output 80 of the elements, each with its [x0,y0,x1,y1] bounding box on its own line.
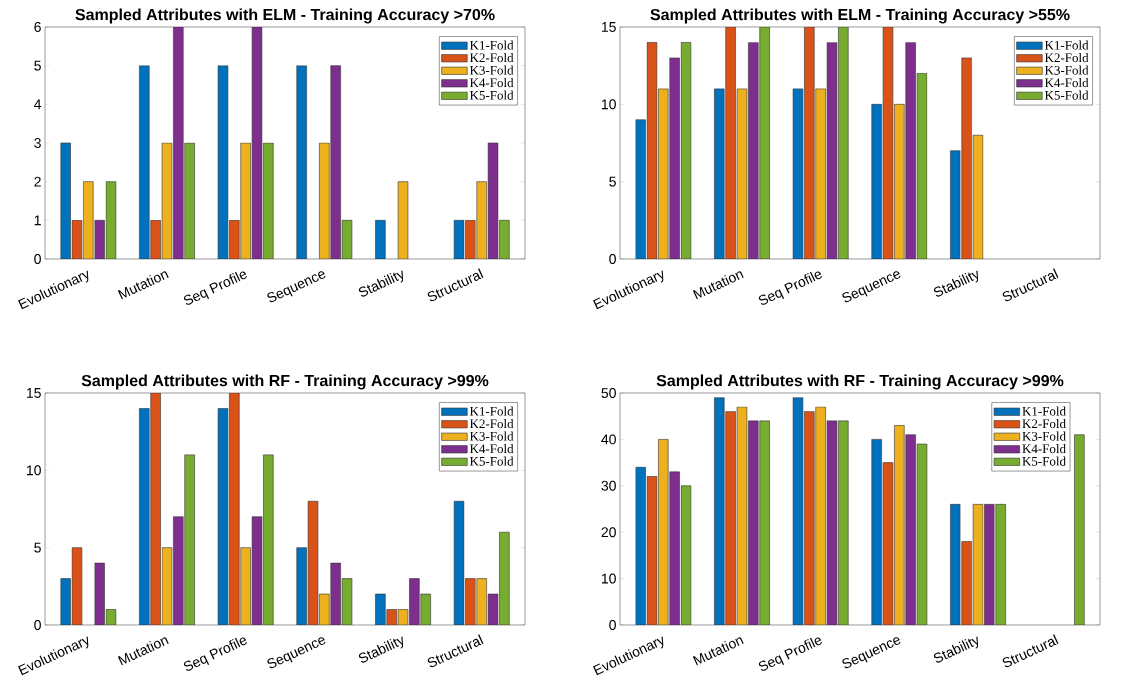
bar [725,26,736,259]
y-tick-label: 15 [601,22,616,32]
bar [1074,434,1085,625]
x-tick-label: Seq Profile [758,637,822,671]
bar [905,434,916,625]
legend-label: K5-Fold [469,90,514,100]
legend-label: K2-Fold [1044,53,1089,63]
legend-label: K4-Fold [1044,78,1089,88]
y-tick-label: 4 [34,99,42,110]
legend-label: K5-Fold [1022,456,1066,466]
bar [375,220,386,259]
y-tick-label: 1 [34,215,41,226]
legend-label: K3-Fold [469,431,514,441]
bar [296,65,307,259]
bar [263,454,274,625]
legend-label: K4-Fold [469,78,514,88]
bar [961,541,972,625]
bar [950,504,961,625]
legend-label: K2-Fold [469,53,514,63]
y-tick-label: 0 [609,254,616,264]
bar [669,471,680,625]
legend-label: K1-Fold [469,406,514,416]
y-tick-label: 20 [601,527,616,538]
bar [635,466,646,625]
bar [714,397,725,625]
bar [984,504,995,625]
y-tick-label: 0 [34,620,41,630]
y-tick-label: 3 [34,138,41,148]
bar [838,420,849,625]
x-tick-label: Seq Profile [758,271,822,305]
y-tick-label: 50 [601,388,616,398]
legend-label: K1-Fold [1044,40,1089,50]
bar [240,547,251,625]
bar [725,411,736,625]
y-tick-label: 6 [34,22,41,32]
bar [995,504,1006,625]
y-tick-label: 10 [601,573,616,584]
legend-label: K3-Fold [1022,431,1066,441]
bar [83,181,94,259]
legend-label: K5-Fold [469,456,514,466]
bar [669,57,680,259]
chart-title: Sampled Attributes with RF - Training Accuracy >99% [656,374,1064,390]
chart-title: Sampled Attributes with ELM - Training Accuracy >70% [75,8,495,24]
chart-title: Sampled Attributes with ELM - Training Accuracy >55% [650,8,1070,24]
legend-label: K2-Fold [469,418,514,429]
bar [319,142,330,259]
y-tick-label: 30 [601,480,616,491]
legend-label: K4-Fold [1022,444,1066,454]
bar [184,454,195,625]
bar [476,181,487,259]
legend-label: K5-Fold [1044,90,1089,100]
bar [961,57,972,259]
bar [804,26,815,259]
y-tick-label: 2 [34,176,41,187]
y-tick-label: 5 [609,176,616,187]
y-tick-label: 5 [34,542,41,553]
bar [240,142,251,259]
bar [905,42,916,259]
legend-label: K4-Fold [469,444,514,454]
y-tick-label: 0 [609,620,616,630]
legend-label: K1-Fold [469,40,514,50]
bar [804,411,815,625]
legend-label: K3-Fold [469,65,514,75]
bar [748,420,759,625]
y-tick-label: 5 [34,60,41,71]
legend-label: K2-Fold [1022,418,1066,429]
bar [748,42,759,259]
y-tick-label: 10 [26,465,41,476]
bar [499,531,510,625]
legend-label: K1-Fold [1022,406,1066,416]
legend-label: K3-Fold [1044,65,1089,75]
y-tick-label: 15 [26,388,41,398]
chart-title: Sampled Attributes with RF - Training Accuracy >99% [81,374,489,390]
bar [871,439,882,625]
y-tick-label: 0 [34,254,41,264]
y-tick-label: 10 [601,99,616,110]
x-tick-label: Seq Profile [183,637,247,671]
bar [759,420,770,625]
y-tick-label: 40 [601,434,616,445]
x-tick-label: Seq Profile [183,271,247,305]
